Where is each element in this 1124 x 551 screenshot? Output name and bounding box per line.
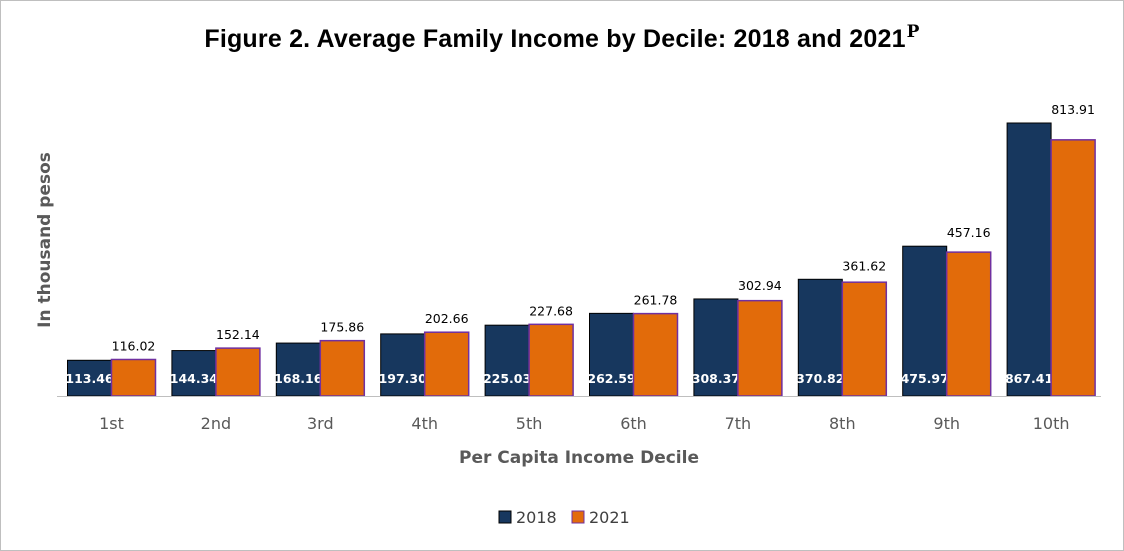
bar-2021 (319, 339, 366, 397)
data-label-2018: 262.59 (587, 371, 635, 386)
data-label-2018: 225.03 (483, 371, 531, 386)
data-label-2021: 152.14 (216, 327, 260, 342)
legend-swatch-2018 (498, 510, 512, 524)
bars-group: 113.46 116.02 144.34 152.14 168.16 175.86 197.… (65, 102, 1096, 397)
data-label-2018: 113.46 (65, 371, 114, 386)
data-label-2021: 227.68 (529, 303, 573, 318)
data-label-2018: 168.16 (274, 371, 323, 386)
chart-title-superscript: P (906, 22, 920, 42)
data-label-2018: 370.82 (796, 371, 844, 386)
bar-2018 (797, 278, 843, 397)
x-tick-label: 3rd (307, 414, 334, 433)
bar-2021 (110, 358, 157, 397)
bar-2021 (528, 323, 574, 397)
legend-swatch-2021 (571, 510, 585, 524)
x-tick-label: 4th (411, 414, 438, 433)
x-tick-labels: 1st 2nd 3rd 4th 5th 6th 7th 8th 9th 10th (99, 414, 1069, 433)
x-tick-label: 7th (725, 414, 752, 433)
data-label-2018: 867.41 (1005, 371, 1053, 386)
bar-2021 (737, 299, 783, 397)
bar-2021 (945, 251, 992, 397)
x-tick-label: 9th (933, 414, 960, 433)
bar-2021 (632, 312, 679, 397)
y-axis-title: In thousand pesos (35, 152, 55, 328)
data-label-2018: 308.37 (692, 371, 740, 386)
x-tick-label: 8th (829, 414, 856, 433)
bar-2021 (1050, 139, 1096, 397)
data-label-2021: 302.94 (738, 278, 782, 293)
bar-2018 (902, 245, 948, 397)
x-tick-label: 1st (99, 414, 124, 433)
x-axis-title: Per Capita Income Decile (459, 448, 699, 468)
data-label-2021: 261.78 (634, 292, 678, 307)
bar-2018 (380, 333, 426, 397)
bar-2021 (423, 331, 470, 397)
data-label-2018: 475.97 (901, 371, 949, 386)
data-label-2021: 813.91 (1051, 102, 1095, 117)
data-label-2021: 361.62 (842, 258, 886, 273)
data-label-2021: 116.02 (112, 338, 156, 353)
bar-2018 (275, 342, 321, 397)
x-tick-label: 6th (620, 414, 647, 433)
legend: 2018 2021 (498, 508, 630, 527)
data-label-2018: 144.34 (170, 371, 219, 386)
data-label-2021: 202.66 (425, 311, 469, 326)
legend-label-2018: 2018 (516, 508, 557, 527)
bar-2021 (841, 281, 888, 397)
data-label-2021: 457.16 (947, 225, 991, 240)
bar-2018 (1006, 122, 1052, 397)
data-label-2021: 175.86 (320, 320, 364, 335)
bar-2021 (215, 347, 261, 397)
x-tick-label: 5th (516, 414, 543, 433)
x-tick-label: 2nd (201, 414, 231, 433)
chart-title: Figure 2. Average Family Income by Decil… (0, 22, 1124, 54)
data-label-2018: 197.30 (379, 371, 428, 386)
chart-title-text: Figure 2. Average Family Income by Decil… (204, 25, 906, 53)
legend-label-2021: 2021 (589, 508, 630, 527)
x-tick-label: 10th (1033, 414, 1070, 433)
